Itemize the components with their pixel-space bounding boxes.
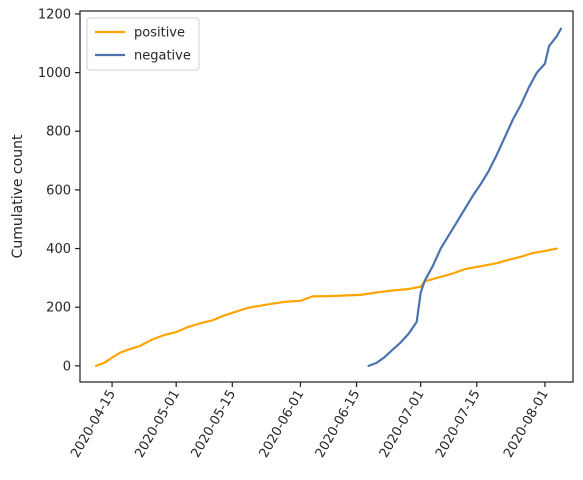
x-axis: 2020-04-15 2020-05-01 2020-05-15 2020-06-01… bbox=[68, 382, 552, 460]
x-tick-label: 2020-07-15 bbox=[433, 388, 484, 461]
y-tick-label: 600 bbox=[46, 183, 71, 198]
y-tick-label: 200 bbox=[46, 301, 71, 316]
x-tick-label: 2020-07-01 bbox=[377, 388, 428, 461]
y-axis: 0 200 400 600 800 1000 1200 bbox=[38, 7, 80, 374]
y-tick-label: 1000 bbox=[38, 66, 71, 81]
x-tick-label: 2020-05-01 bbox=[132, 388, 183, 461]
y-tick-label: 0 bbox=[63, 359, 71, 374]
series-line-positive bbox=[94, 247, 559, 367]
y-tick-label: 1200 bbox=[38, 7, 71, 22]
x-tick-label: 2020-05-15 bbox=[188, 388, 239, 461]
x-tick-label: 2020-06-15 bbox=[313, 388, 364, 461]
plot-frame bbox=[79, 10, 574, 383]
series-line-negative bbox=[367, 27, 563, 367]
x-tick-label: 2020-06-01 bbox=[257, 388, 308, 461]
plot-area bbox=[94, 27, 563, 367]
y-tick-label: 800 bbox=[46, 125, 71, 140]
legend-label-positive: positive bbox=[134, 26, 185, 41]
x-tick-label: 2020-04-15 bbox=[68, 388, 119, 461]
legend: positive negative bbox=[86, 17, 200, 71]
legend-label-negative: negative bbox=[134, 49, 191, 64]
x-tick-label: 2020-08-01 bbox=[501, 388, 552, 461]
y-axis-title: Cumulative count bbox=[10, 134, 26, 258]
y-tick-label: 400 bbox=[46, 242, 71, 257]
